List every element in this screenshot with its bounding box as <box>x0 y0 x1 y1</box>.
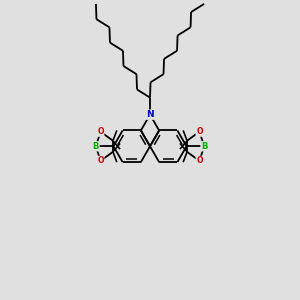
Text: B: B <box>201 142 207 151</box>
Text: B: B <box>93 142 99 151</box>
Text: O: O <box>97 127 104 136</box>
Text: O: O <box>196 156 203 165</box>
Text: O: O <box>196 127 203 136</box>
Text: N: N <box>146 110 154 119</box>
Text: O: O <box>97 156 104 165</box>
